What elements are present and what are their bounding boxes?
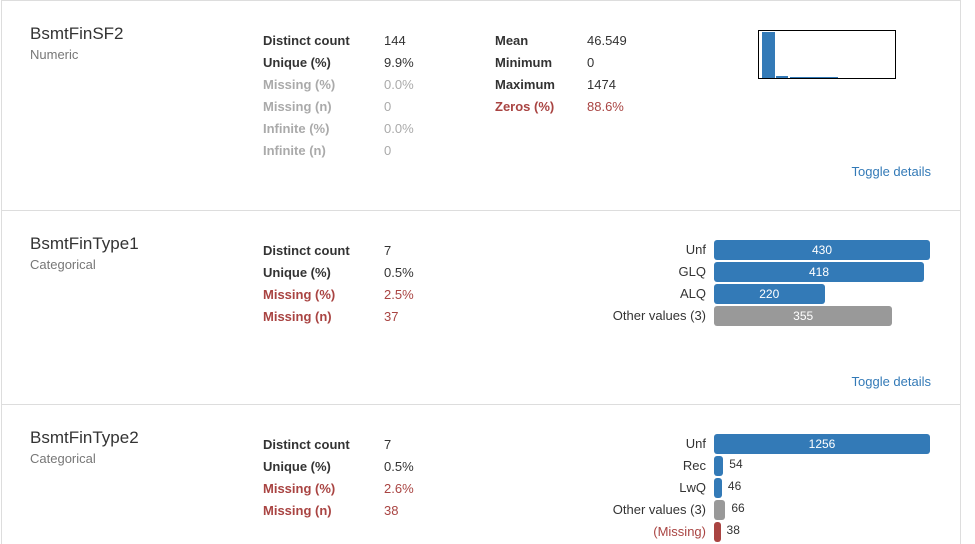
variable-name: BsmtFinSF2 <box>30 24 124 43</box>
frequency-label: GLQ <box>678 264 706 279</box>
frequency-count: 1256 <box>808 437 836 451</box>
stat-value: 37 <box>384 309 399 324</box>
frequency-count: 430 <box>811 243 833 257</box>
stat-label: Minimum <box>495 55 553 70</box>
frequency-count: 66 <box>731 501 745 515</box>
stat-label: Missing (%) <box>263 287 336 302</box>
histogram-bar <box>776 76 788 78</box>
frequency-label: Other values (3) <box>612 502 706 517</box>
stat-value: 1474 <box>587 77 616 92</box>
frequency-label: Rec <box>682 458 706 473</box>
variable-section <box>1 0 961 211</box>
frequency-count: 220 <box>759 287 780 301</box>
histogram-bar <box>762 32 775 78</box>
stat-label: Unique (%) <box>263 265 331 280</box>
frequency-bar <box>714 262 924 282</box>
variable-type: Numeric <box>30 47 79 62</box>
stat-value: 2.5% <box>384 287 414 302</box>
stat-value: 88.6% <box>587 99 624 114</box>
stat-value: 0 <box>384 99 392 114</box>
variable-type: Categorical <box>30 257 96 272</box>
stat-value: 7 <box>384 243 392 258</box>
stat-label: Unique (%) <box>263 459 331 474</box>
stat-label: Missing (%) <box>263 481 336 496</box>
stat-value: 7 <box>384 437 392 452</box>
toggle-details[interactable]: Toggle details <box>851 374 932 389</box>
frequency-bar <box>714 434 930 454</box>
stat-value: 0.0% <box>384 121 414 136</box>
frequency-label: Unf <box>685 436 706 451</box>
frequency-label: Unf <box>685 242 706 257</box>
stat-value: 0.5% <box>384 459 414 474</box>
stat-value: 144 <box>384 33 406 48</box>
frequency-label: (Missing) <box>653 524 706 539</box>
histogram-frame <box>758 30 896 79</box>
stat-value: 0.5% <box>384 265 414 280</box>
stat-label: Infinite (n) <box>263 143 326 158</box>
stat-label: Distinct count <box>263 243 350 258</box>
stat-value: 0 <box>384 143 392 158</box>
frequency-label: Other values (3) <box>612 308 706 323</box>
frequency-count: 355 <box>793 309 814 323</box>
stat-label: Unique (%) <box>263 55 331 70</box>
stat-label: Missing (n) <box>263 99 332 114</box>
histogram-bar <box>790 77 838 78</box>
variable-section <box>1 404 961 544</box>
frequency-bar <box>714 240 930 260</box>
stat-label: Infinite (%) <box>263 121 330 136</box>
stat-label: Missing (%) <box>263 77 336 92</box>
frequency-count: 46 <box>727 479 742 493</box>
stat-value: 38 <box>384 503 399 518</box>
variable-name: BsmtFinType2 <box>30 428 139 447</box>
stat-value: 46.549 <box>587 33 627 48</box>
stat-label: Distinct count <box>263 437 350 452</box>
stat-label: Distinct count <box>263 33 350 48</box>
stat-value: 9.9% <box>384 55 414 70</box>
stat-label: Zeros (%) <box>495 99 555 114</box>
variable-name: BsmtFinType1 <box>30 234 139 253</box>
stat-value: 0.0% <box>384 77 414 92</box>
frequency-count: 418 <box>808 265 829 279</box>
frequency-bar <box>714 306 893 326</box>
stat-label: Missing (n) <box>263 503 332 518</box>
variable-type: Categorical <box>30 451 96 466</box>
stat-value: 2.6% <box>384 481 414 496</box>
frequency-label: LwQ <box>679 480 706 495</box>
stat-label: Mean <box>495 33 529 48</box>
frequency-bar <box>714 284 825 304</box>
variable-section <box>1 210 961 405</box>
frequency-bar <box>714 522 721 542</box>
frequency-count: 54 <box>729 457 743 471</box>
stat-value: 0 <box>587 55 595 70</box>
stat-label: Maximum <box>495 77 555 92</box>
stat-label: Missing (n) <box>263 309 332 324</box>
frequency-bar <box>714 478 722 498</box>
frequency-bar <box>714 500 726 520</box>
frequency-count: 38 <box>726 523 740 537</box>
frequency-label: ALQ <box>679 286 706 301</box>
toggle-details[interactable]: Toggle details <box>851 164 932 179</box>
frequency-bar <box>714 456 724 476</box>
